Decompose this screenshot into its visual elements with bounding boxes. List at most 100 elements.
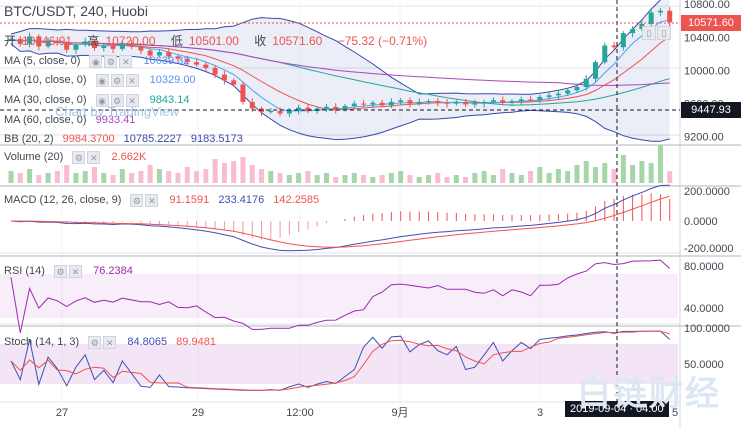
candle-body xyxy=(453,101,459,104)
rsi-tick: 40.0000 xyxy=(684,303,724,315)
candle-body xyxy=(667,10,673,23)
candle-body xyxy=(323,106,329,109)
candle-body xyxy=(231,80,237,85)
settings-icon[interactable]: ⚙ xyxy=(110,93,124,107)
volume-bar xyxy=(657,145,663,183)
ma30-legend[interactable]: MA (30, close, 0) ◉ ⚙ ✕ 9843.14 xyxy=(4,93,195,107)
candle-body xyxy=(574,87,580,91)
candle-body xyxy=(518,99,524,102)
low-label: 低 xyxy=(170,34,183,48)
settings-icon[interactable]: ⚙ xyxy=(88,335,102,349)
eye-icon[interactable]: ◉ xyxy=(95,73,109,87)
close-icon[interactable]: ✕ xyxy=(145,193,159,207)
volume-bar xyxy=(175,173,181,183)
ma30-value: 9843.14 xyxy=(149,94,190,106)
bb-legend[interactable]: BB (20, 2) 9984.3700 10785.2227 9183.517… xyxy=(4,132,249,146)
watermark-logo: 白链财经 xyxy=(577,375,721,413)
time-tick: 5 xyxy=(672,407,678,419)
candle-body xyxy=(240,84,246,102)
open-label: 开 xyxy=(4,34,17,48)
volume-bar xyxy=(27,169,33,183)
close-icon[interactable]: ✕ xyxy=(125,93,139,107)
stoch-legend[interactable]: Stoch (14, 1, 3) ⚙ ✕ 84.8065 89.9481 xyxy=(4,335,222,349)
candle-body xyxy=(73,44,79,50)
macd-value-3: 142.2585 xyxy=(273,194,320,206)
volume-bar xyxy=(82,171,88,183)
macd-value-1: 91.1591 xyxy=(169,194,210,206)
volume-bar xyxy=(8,171,14,183)
volume-legend[interactable]: Volume (20) ⚙ ✕ 2.662K xyxy=(4,150,152,164)
rsi-line xyxy=(10,259,671,333)
ma60-label: MA (60, close, 0) xyxy=(4,114,87,126)
settings-icon[interactable]: ⚙ xyxy=(130,193,144,207)
candle-body xyxy=(138,46,144,51)
close-icon[interactable]: ✕ xyxy=(103,335,117,349)
candle-body xyxy=(27,36,33,44)
candle-body xyxy=(8,38,14,40)
candle-body xyxy=(249,101,255,109)
candle-body xyxy=(277,111,283,114)
volume-bar xyxy=(611,169,617,183)
volume-bar xyxy=(490,175,496,183)
candle-body xyxy=(351,103,357,107)
settings-icon[interactable]: ⚙ xyxy=(72,150,86,164)
candle-body xyxy=(602,45,608,63)
close-value: 10571.60 xyxy=(272,34,323,48)
candle-body xyxy=(388,101,394,106)
rsi-legend[interactable]: RSI (14) ⚙ ✕ 76.2384 xyxy=(4,264,139,278)
volume-bar xyxy=(333,177,339,183)
macd-legend[interactable]: MACD (12, 26, close, 9) ⚙ ✕ 91.1591 233.4… xyxy=(4,193,325,207)
current-price-label: 10571.60 xyxy=(681,15,741,31)
symbol-title[interactable]: BTC/USDT, 240, Huobi xyxy=(4,3,148,19)
eye-icon[interactable]: ◉ xyxy=(89,54,103,68)
ma5-legend[interactable]: MA (5, close, 0) ◉ ⚙ ✕ 10639.32 xyxy=(4,54,195,68)
candle-body xyxy=(194,62,200,65)
volume-bar xyxy=(509,173,515,183)
volume-bar xyxy=(36,175,42,183)
volume-bar xyxy=(472,173,478,183)
settings-icon[interactable]: ⚙ xyxy=(104,54,118,68)
candle-body xyxy=(657,10,663,13)
settings-icon[interactable]: ⚙ xyxy=(54,264,68,278)
candle-body xyxy=(147,50,153,56)
pane-maximize-icon[interactable]: ▯ xyxy=(657,26,671,40)
volume-bar xyxy=(64,165,70,183)
eye-icon[interactable]: ◉ xyxy=(95,93,109,107)
volume-bar xyxy=(45,173,51,183)
ma60-value: 9933.41 xyxy=(95,114,136,126)
candle-body xyxy=(45,40,51,47)
ma5-label: MA (5, close, 0) xyxy=(4,55,81,67)
close-icon[interactable]: ✕ xyxy=(69,264,83,278)
volume-bar xyxy=(379,175,385,183)
volume-bar xyxy=(240,157,246,183)
candle-body xyxy=(361,103,367,105)
close-icon[interactable]: ✕ xyxy=(125,73,139,87)
tradingview-attribution[interactable]: Chart by TradingView xyxy=(55,104,180,119)
bollinger-upper-line xyxy=(10,0,662,95)
candle-body xyxy=(435,101,441,103)
settings-icon[interactable]: ⚙ xyxy=(110,73,124,87)
stoch-value-1: 84.8065 xyxy=(127,336,168,348)
ma60-legend[interactable]: MA (60, close, 0) 9933.41 xyxy=(4,113,141,127)
candle-body xyxy=(500,100,506,103)
low-value: 10501.00 xyxy=(188,34,239,48)
pane-settings-icon[interactable]: ▯ xyxy=(642,26,656,40)
ma10-legend[interactable]: MA (10, close, 0) ◉ ⚙ ✕ 10329.00 xyxy=(4,73,202,87)
candle-body xyxy=(463,101,469,105)
ma10-label: MA (10, close, 0) xyxy=(4,74,87,86)
bb-value-1: 9984.3700 xyxy=(62,133,115,145)
stoch-d-line xyxy=(10,330,670,391)
time-tick: 3 xyxy=(537,407,543,419)
volume-bar xyxy=(574,165,580,183)
candle-body xyxy=(583,78,589,87)
candle-body xyxy=(129,43,135,47)
candle-body xyxy=(64,43,70,50)
candle-body xyxy=(407,100,413,104)
close-icon[interactable]: ✕ xyxy=(87,150,101,164)
volume-bar xyxy=(463,177,469,183)
candle-body xyxy=(203,64,209,68)
rsi-tick: 80.0000 xyxy=(684,261,724,273)
close-icon[interactable]: ✕ xyxy=(119,54,133,68)
candle-body xyxy=(175,56,181,59)
